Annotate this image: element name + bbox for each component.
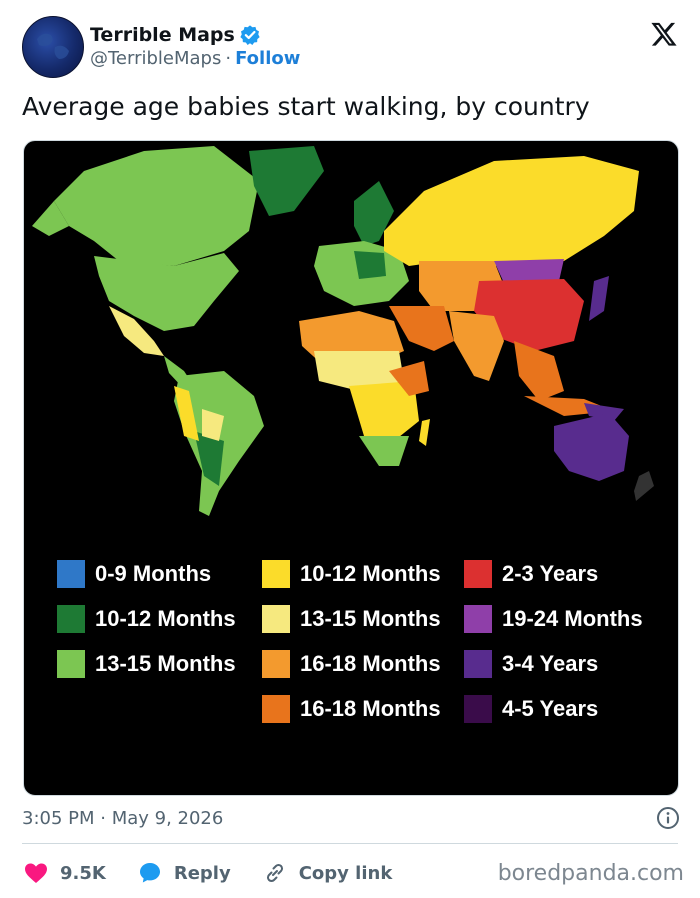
legend-item: 4-5 Years [464, 694, 598, 724]
handle-row: @TerribleMaps · Follow [90, 48, 300, 69]
legend-swatch [57, 650, 85, 678]
region-japan [589, 276, 609, 321]
reply-label: Reply [173, 862, 231, 884]
like-button[interactable]: 9.5K [24, 862, 106, 884]
x-logo-icon[interactable] [650, 20, 678, 48]
copy-link-button[interactable]: Copy link [263, 861, 393, 885]
legend-label: 19-24 Months [502, 606, 643, 631]
link-icon [266, 863, 283, 883]
tweet-text: Average age babies start walking, by cou… [22, 92, 590, 121]
region-australia [554, 413, 629, 481]
action-bar: 9.5K Reply Copy link [24, 858, 424, 888]
region-sahel [314, 351, 404, 391]
follow-button[interactable]: Follow [235, 48, 301, 69]
reply-bubble-icon [139, 863, 160, 883]
legend-label: 13-15 Months [300, 606, 441, 631]
legend-swatch [57, 605, 85, 633]
region-bolivia [202, 409, 224, 441]
legend-item: 16-18 Months [262, 649, 441, 679]
legend-swatch [262, 560, 290, 588]
legend-item: 10-12 Months [57, 604, 236, 634]
map-image[interactable]: 0-9 Months 10-12 Months 13-15 Months 10-… [23, 140, 679, 796]
legend-swatch [262, 650, 290, 678]
region-greenland [249, 146, 324, 216]
tweet-header: Terrible Maps @TerribleMaps · Follow [22, 14, 682, 80]
world-map [32, 146, 654, 516]
legend-swatch [262, 605, 290, 633]
legend-item: 2-3 Years [464, 559, 598, 589]
legend-label: 13-15 Months [95, 651, 236, 676]
region-india [449, 311, 504, 381]
legend-label: 10-12 Months [300, 561, 441, 586]
heart-icon [25, 863, 47, 883]
handle[interactable]: @TerribleMaps [90, 48, 222, 69]
map-legend: 0-9 Months 10-12 Months 13-15 Months 10-… [57, 559, 657, 759]
divider [22, 843, 678, 844]
legend-label: 4-5 Years [502, 696, 599, 721]
legend-swatch [464, 605, 492, 633]
region-china [474, 279, 584, 351]
region-new-zealand [634, 471, 654, 501]
timestamp[interactable]: 3:05 PM · May 9, 2026 [22, 808, 224, 829]
legend-item: 13-15 Months [262, 604, 441, 634]
region-papua [584, 403, 624, 421]
display-name[interactable]: Terrible Maps [90, 24, 235, 46]
legend-label: 16-18 Months [300, 651, 441, 676]
info-icon[interactable] [656, 806, 680, 830]
legend-swatch [464, 695, 492, 723]
legend-label: 10-12 Months [95, 606, 236, 631]
region-russia [384, 156, 639, 266]
region-mexico [109, 306, 164, 356]
legend-swatch [464, 650, 492, 678]
verified-badge-icon [240, 25, 260, 45]
legend-item: 10-12 Months [262, 559, 441, 589]
legend-item: 0-9 Months [57, 559, 211, 589]
legend-label: 16-18 Months [300, 696, 441, 721]
region-madagascar [419, 419, 430, 446]
legend-label: 2-3 Years [502, 561, 599, 586]
region-andes [174, 386, 199, 441]
reply-button[interactable]: Reply [138, 861, 231, 885]
legend-swatch [57, 560, 85, 588]
legend-swatch [464, 560, 492, 588]
copy-link-label: Copy link [298, 862, 393, 884]
legend-item: 3-4 Years [464, 649, 598, 679]
region-east-africa [389, 361, 429, 396]
region-south-africa [359, 436, 409, 466]
legend-item: 19-24 Months [464, 604, 643, 634]
region-middle-east [389, 306, 454, 351]
region-southeast-asia [514, 341, 564, 401]
legend-swatch [262, 695, 290, 723]
watermark: boredpanda.com [497, 861, 684, 886]
legend-label: 0-9 Months [95, 561, 212, 586]
region-canada [54, 146, 259, 266]
legend-item: 16-18 Months [262, 694, 441, 724]
legend-item: 13-15 Months [57, 649, 236, 679]
region-usa [94, 253, 239, 331]
separator: · [225, 48, 232, 69]
region-alaska [32, 201, 69, 236]
region-mongolia [494, 259, 564, 283]
region-brazil-south [194, 431, 224, 486]
region-central-africa [349, 381, 419, 441]
avatar[interactable] [22, 16, 84, 78]
region-central-europe [354, 251, 386, 279]
region-scandinavia [354, 181, 394, 246]
legend-label: 3-4 Years [502, 651, 599, 676]
like-count: 9.5K [60, 862, 106, 884]
